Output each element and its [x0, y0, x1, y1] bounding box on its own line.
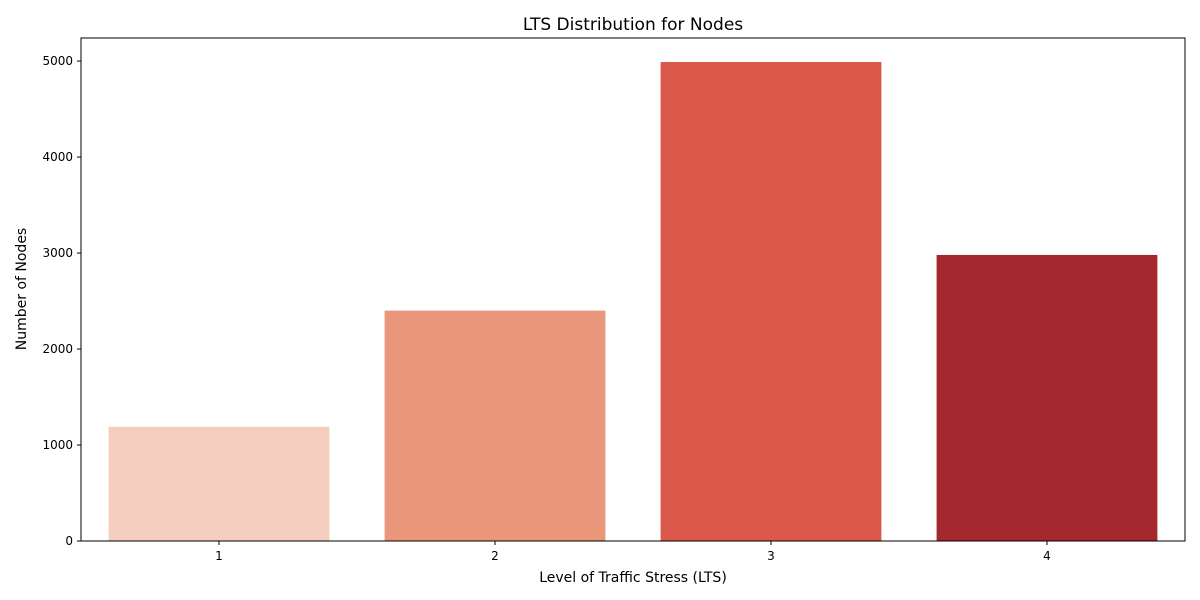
y-axis-title: Number of Nodes	[14, 228, 30, 350]
y-tick-label: 3000	[42, 246, 73, 260]
plot-frame	[80, 37, 1186, 542]
bar-lts-3	[660, 61, 882, 541]
x-axis-title: Level of Traffic Stress (LTS)	[539, 570, 727, 586]
y-tick-label: 4000	[42, 150, 73, 164]
y-tick-label: 5000	[42, 54, 73, 68]
x-tick-label: 2	[491, 549, 499, 563]
bar-lts-1	[108, 426, 330, 541]
bar-lts-4	[936, 254, 1158, 541]
x-tick-label: 1	[215, 549, 223, 563]
bar-lts-2	[384, 310, 606, 541]
y-axis: 0 1000 2000 3000 4000 5000	[42, 54, 81, 548]
x-tick-label: 4	[1043, 549, 1051, 563]
x-axis: 1 2 3 4	[215, 541, 1051, 563]
x-tick-label: 3	[767, 549, 775, 563]
chart-title: LTS Distribution for Nodes	[523, 15, 743, 35]
y-tick-label: 1000	[42, 438, 73, 452]
y-tick-label: 2000	[42, 342, 73, 356]
y-tick-label: 0	[65, 534, 73, 548]
bars-group	[108, 61, 1158, 541]
